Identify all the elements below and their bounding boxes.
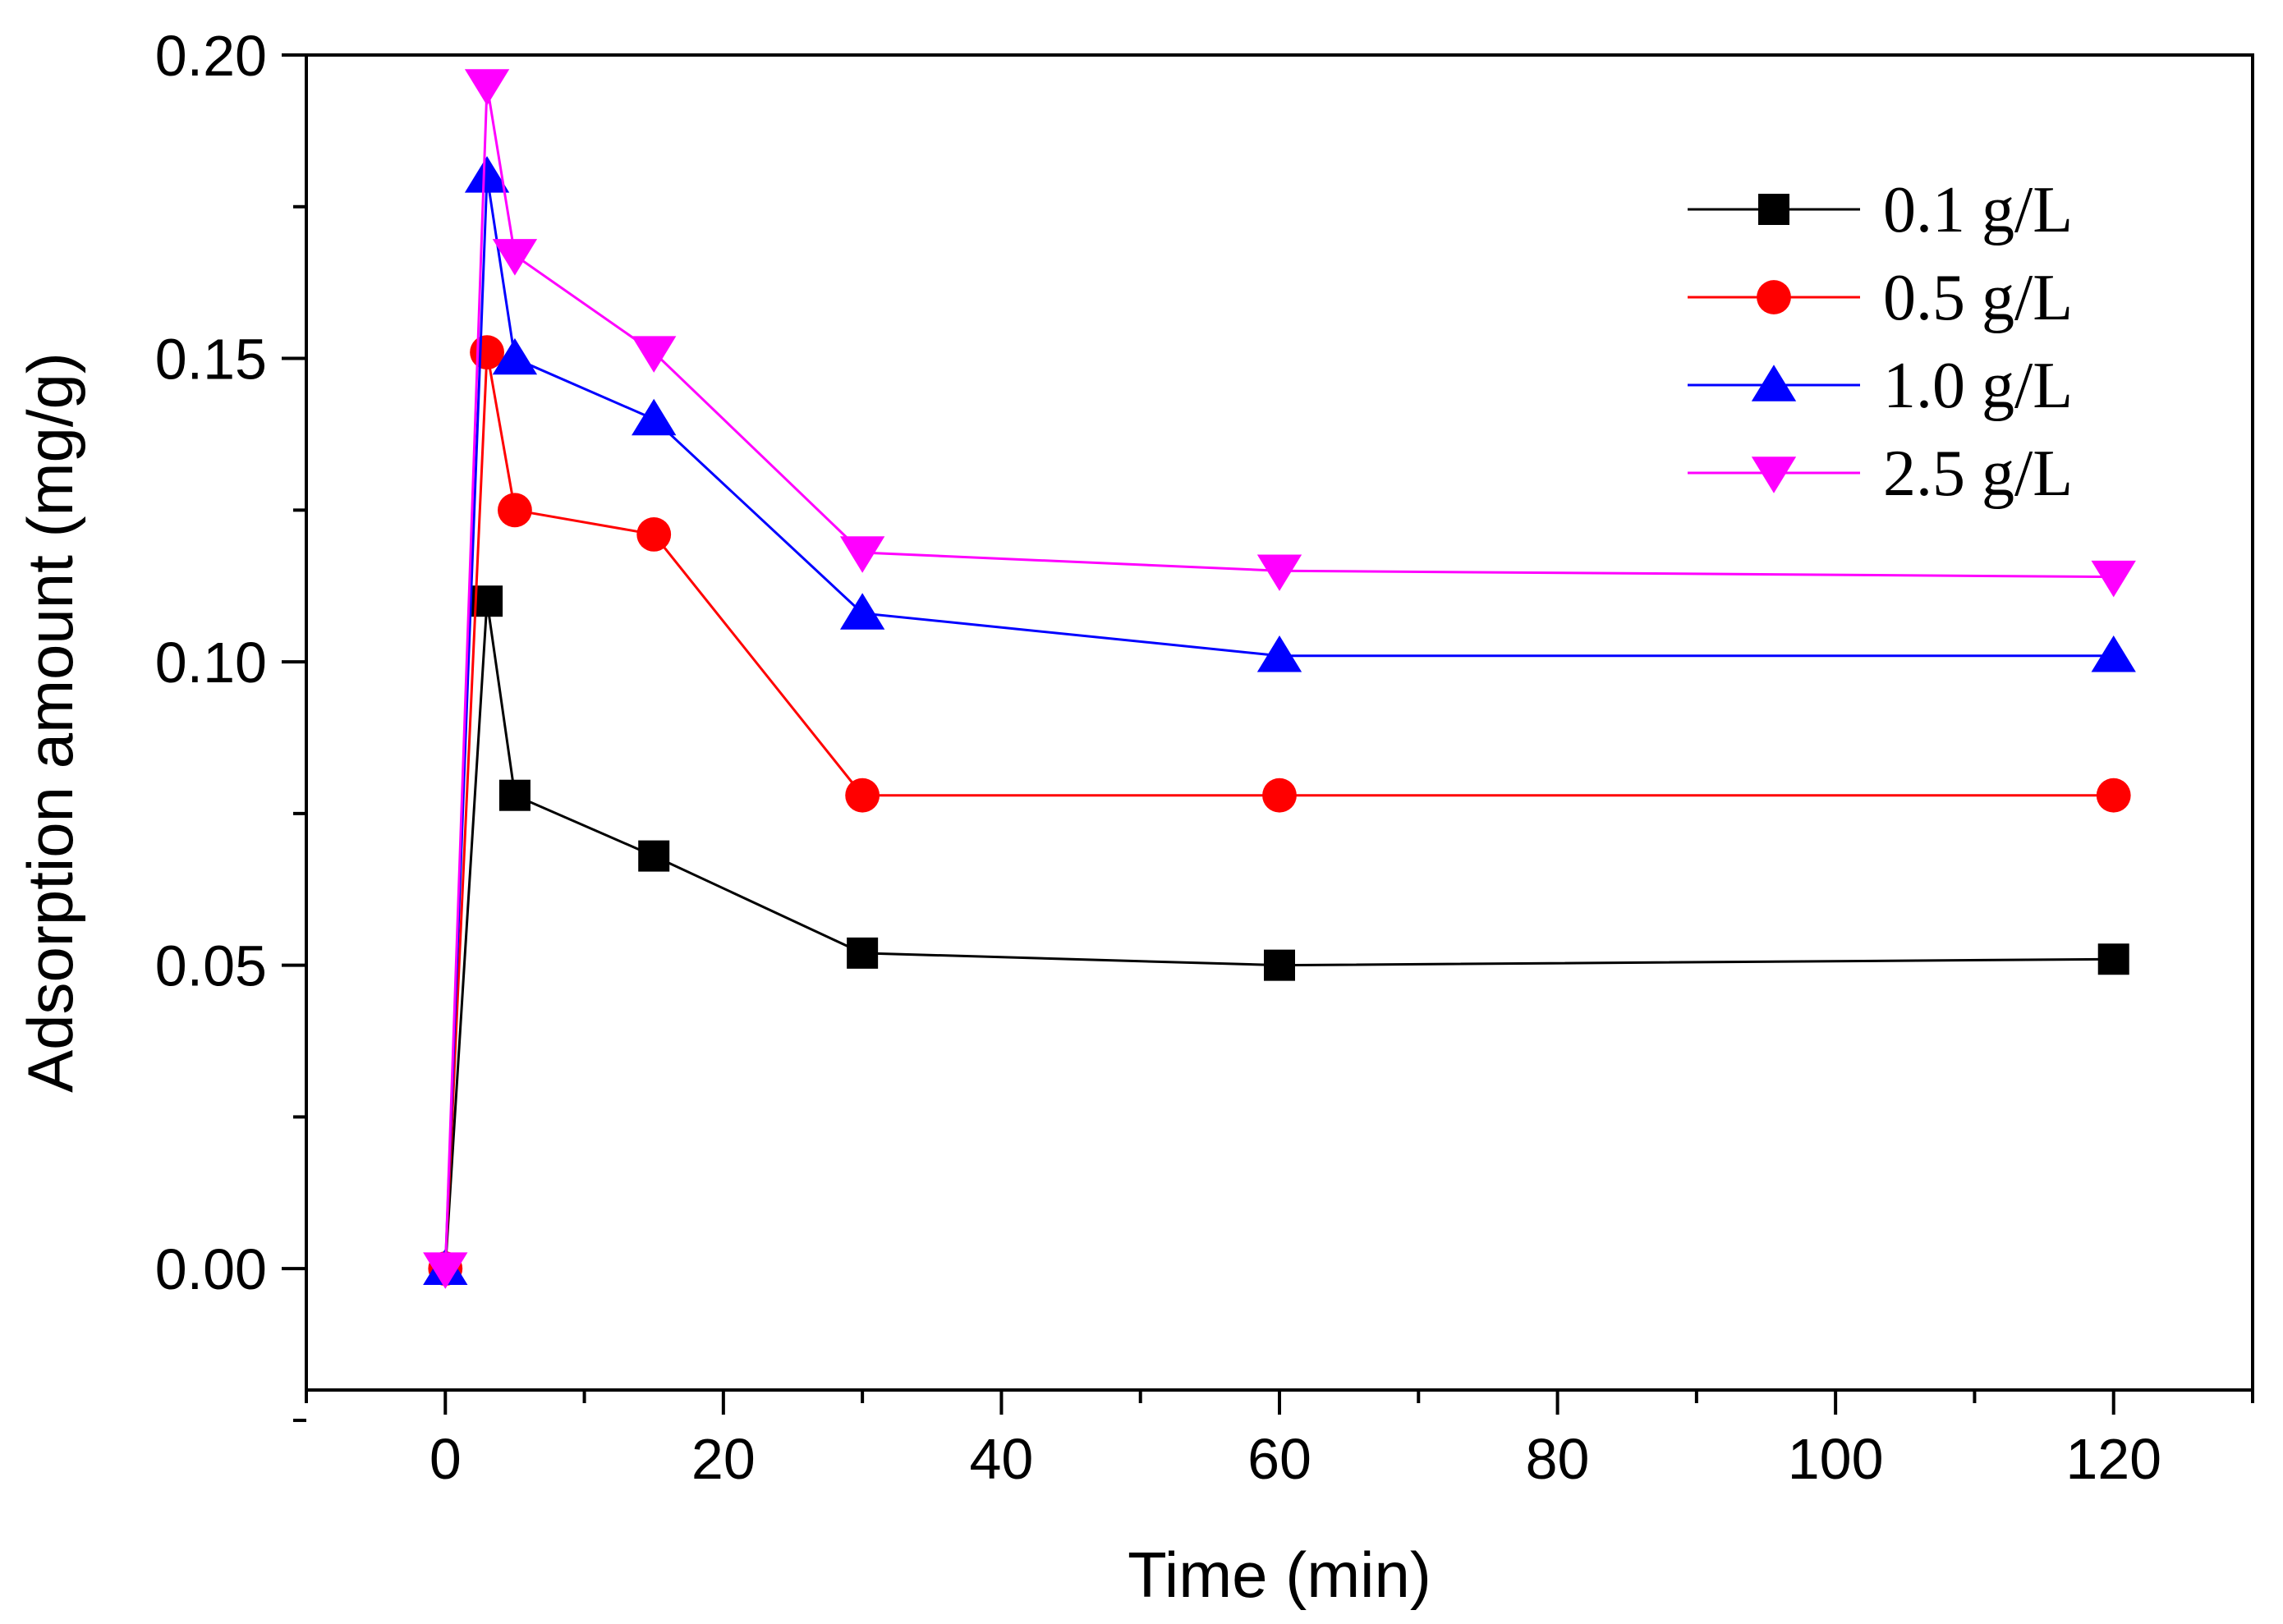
data-point-circle <box>2096 778 2131 813</box>
data-point-triangle-up <box>1256 635 1302 672</box>
x-tick-label: 100 <box>1788 1427 1884 1491</box>
plot-frame <box>305 53 2254 1392</box>
data-point-square <box>2097 943 2129 975</box>
legend-item: 2.5 g/L <box>1688 438 2073 510</box>
series-0-1-g-L <box>429 585 2129 1285</box>
x-axis: 0 20 40 60 80 100 120 <box>305 1390 2254 1491</box>
x-tick-label: 80 <box>1526 1427 1590 1491</box>
x-tick-label: 120 <box>2065 1427 2161 1491</box>
series-layer <box>423 69 2136 1289</box>
x-tick-label: 40 <box>969 1427 1033 1491</box>
series-line <box>443 176 2114 1269</box>
data-point-triangle-up <box>464 156 510 193</box>
y-tick-label: 0.20 <box>155 24 267 88</box>
legend-label: 1.0 g/L <box>1883 350 2073 422</box>
series-line <box>443 85 2114 1269</box>
legend-item: 0.5 g/L <box>1688 262 2073 334</box>
data-point-triangle-down <box>1256 554 1302 591</box>
data-point-triangle-down <box>1751 456 1797 493</box>
data-point-triangle-up <box>492 337 538 375</box>
data-point-triangle-up <box>632 398 677 436</box>
data-point-square <box>638 840 670 872</box>
y-tick-label: 0.10 <box>155 631 267 695</box>
data-point-triangle-down <box>492 239 538 276</box>
x-tick-label: 20 <box>691 1427 756 1491</box>
data-point-circle <box>498 493 532 528</box>
y-axis-title: Adsorption amount (mg/g) <box>14 352 86 1093</box>
data-point-circle <box>845 778 880 813</box>
x-tick-label: 60 <box>1247 1427 1311 1491</box>
series-line <box>443 600 2114 1269</box>
data-point-triangle-up <box>1751 365 1797 401</box>
legend-label: 0.1 g/L <box>1883 174 2073 246</box>
series-2-5-g-L <box>423 69 2136 1289</box>
data-point-square <box>1758 194 1789 225</box>
legend: 0.1 g/L 0.5 g/L 1.0 g/L 2.5 g/L <box>1688 174 2073 510</box>
data-point-triangle-up <box>839 593 885 630</box>
x-tick-label: 0 <box>429 1427 462 1491</box>
data-point-triangle-down <box>464 69 510 106</box>
data-point-circle <box>1262 778 1297 813</box>
y-tick-label: 0.00 <box>155 1237 267 1301</box>
data-point-triangle-down <box>839 536 885 573</box>
data-point-triangle-down <box>632 336 677 373</box>
data-point-square <box>847 937 879 969</box>
series-0-5-g-L <box>428 335 2131 1287</box>
data-point-triangle-down <box>423 1252 468 1289</box>
y-axis: 0.00 0.05 0.10 0.15 0.20 <box>155 24 306 1422</box>
series-1-0-g-L <box>423 156 2136 1285</box>
data-point-circle <box>636 516 672 552</box>
y-tick-label: 0.15 <box>155 328 267 392</box>
data-point-triangle-down <box>2091 560 2136 598</box>
legend-item: 0.1 g/L <box>1688 174 2073 246</box>
legend-label: 0.5 g/L <box>1883 262 2073 334</box>
y-tick-label: 0.05 <box>155 934 267 998</box>
data-point-triangle-up <box>2091 635 2136 672</box>
data-point-square <box>498 779 531 811</box>
x-axis-title: Time (min) <box>1128 1539 1431 1611</box>
data-point-circle <box>1757 280 1791 314</box>
legend-label: 2.5 g/L <box>1883 438 2073 510</box>
data-point-square <box>1264 949 1295 981</box>
legend-item: 1.0 g/L <box>1688 350 2073 422</box>
